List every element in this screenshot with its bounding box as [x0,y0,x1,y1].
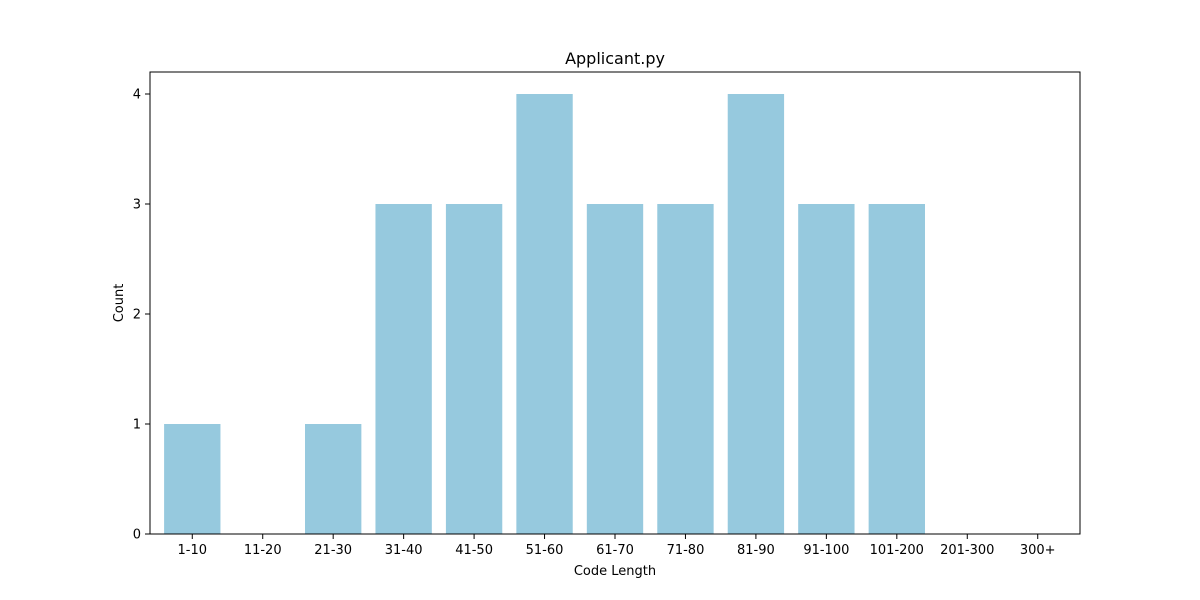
x-tick-label: 31-40 [385,543,423,558]
y-tick-label: 1 [133,418,141,433]
y-tick-label: 0 [133,528,141,543]
bar-81-90 [727,94,785,534]
y-tick-label: 2 [133,308,141,323]
bar-21-30 [305,424,362,534]
bars-layer [164,94,925,534]
x-tick-label: 101-200 [870,543,924,558]
bar-91-100 [798,204,855,534]
x-tick-label: 81-90 [737,543,775,558]
y-axis-label: Count [112,284,127,323]
x-tick-label: 201-300 [940,543,994,558]
bar-71-80 [657,204,714,534]
bar-61-70 [586,204,644,534]
chart-title: Applicant.py [565,49,665,68]
x-tick-label: 1-10 [178,543,208,558]
x-axis-ticks: 1-10 11-20 21-30 31-40 41-50 51-60 61-70 71-80 8… [178,534,1056,558]
x-tick-label: 300+ [1020,543,1056,558]
y-tick-label: 4 [133,88,141,103]
x-tick-label: 51-60 [526,543,564,558]
y-tick-label: 3 [133,198,141,213]
bar-101-200 [868,204,925,534]
x-tick-label: 11-20 [244,543,282,558]
x-tick-label: 21-30 [314,543,352,558]
bar-41-50 [445,204,503,534]
x-tick-label: 61-70 [596,543,634,558]
bar-31-40 [375,204,432,534]
bar-51-60 [516,94,573,534]
y-axis-ticks: 0 1 2 3 4 [133,88,150,543]
x-tick-label: 71-80 [667,543,705,558]
x-tick-label: 41-50 [455,543,493,558]
x-tick-label: 91-100 [803,543,849,558]
x-axis-label: Code Length [574,564,656,579]
bar-1-10 [164,424,221,534]
